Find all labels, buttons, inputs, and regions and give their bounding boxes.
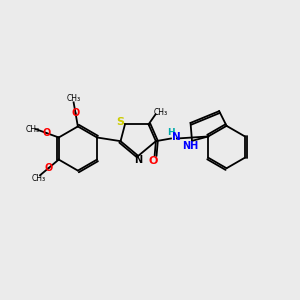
Text: H: H	[167, 128, 175, 137]
Text: O: O	[71, 108, 80, 118]
Text: NH: NH	[182, 141, 199, 151]
Text: O: O	[149, 155, 158, 166]
Text: O: O	[42, 128, 50, 138]
Text: S: S	[117, 117, 124, 127]
Text: CH₃: CH₃	[67, 94, 81, 103]
Text: CH₃: CH₃	[154, 108, 168, 117]
Text: N: N	[172, 132, 181, 142]
Text: N: N	[134, 155, 142, 165]
Text: CH₃: CH₃	[32, 174, 46, 183]
Text: CH₃: CH₃	[25, 124, 39, 134]
Text: O: O	[44, 163, 53, 173]
